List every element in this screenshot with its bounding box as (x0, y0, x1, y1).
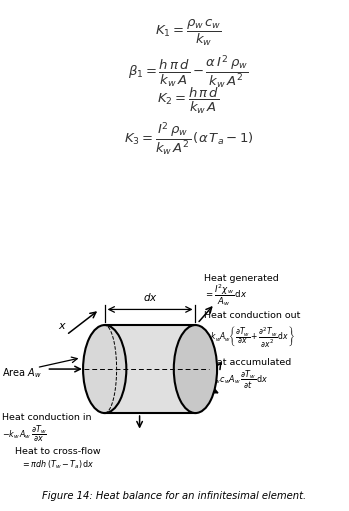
Text: $K_1 = \dfrac{\rho_w\, c_w}{k_w}$: $K_1 = \dfrac{\rho_w\, c_w}{k_w}$ (155, 17, 222, 48)
Text: $= \rho_w c_w A_w\,\dfrac{\partial T_w}{\partial t}\,\mathrm{d}x$: $= \rho_w c_w A_w\,\dfrac{\partial T_w}{… (200, 369, 268, 391)
Text: $K_2 = \dfrac{h\,\pi\, d}{k_w\, A}$: $K_2 = \dfrac{h\,\pi\, d}{k_w\, A}$ (157, 85, 220, 115)
Text: Figure 14: Heat balance for an infinitesimal element.: Figure 14: Heat balance for an infinites… (43, 491, 306, 501)
Text: Heat conduction out: Heat conduction out (204, 311, 300, 320)
Text: $= \pi dh\,(T_w - T_a)\,\mathrm{d}x$: $= \pi dh\,(T_w - T_a)\,\mathrm{d}x$ (21, 458, 94, 471)
Text: Heat accumulated: Heat accumulated (204, 358, 291, 367)
Text: Heat conduction in: Heat conduction in (2, 413, 91, 422)
Ellipse shape (174, 325, 217, 413)
Polygon shape (105, 325, 195, 413)
Text: Heat to cross-flow: Heat to cross-flow (15, 447, 101, 456)
Text: $=\dfrac{I^2\chi_w}{A_w}\,\mathrm{d}x$: $=\dfrac{I^2\chi_w}{A_w}\,\mathrm{d}x$ (204, 283, 247, 308)
Text: Heat generated: Heat generated (204, 274, 279, 283)
Text: $dx$: $dx$ (143, 291, 157, 303)
Text: Area $A_w$: Area $A_w$ (2, 366, 42, 380)
Text: $\beta_1 = \dfrac{h\,\pi\, d}{k_w\, A} - \dfrac{\alpha\, I^2\, \rho_w}{k_w\, A^2: $\beta_1 = \dfrac{h\,\pi\, d}{k_w\, A} -… (128, 54, 248, 91)
Text: $= -k_w A_w\!\left\{\dfrac{\partial T_w}{\partial x} + \dfrac{\partial^2 T_w}{\p: $= -k_w A_w\!\left\{\dfrac{\partial T_w}… (192, 324, 295, 349)
Ellipse shape (83, 325, 126, 413)
Text: $-k_w\,A_w\,\dfrac{\partial T_w}{\partial x}$: $-k_w\,A_w\,\dfrac{\partial T_w}{\partia… (2, 425, 47, 445)
Text: $x$: $x$ (58, 321, 67, 331)
Text: $K_3 = \dfrac{I^2\, \rho_w}{k_w\, A^2}\,(\alpha\, T_a - 1)$: $K_3 = \dfrac{I^2\, \rho_w}{k_w\, A^2}\,… (124, 121, 253, 157)
